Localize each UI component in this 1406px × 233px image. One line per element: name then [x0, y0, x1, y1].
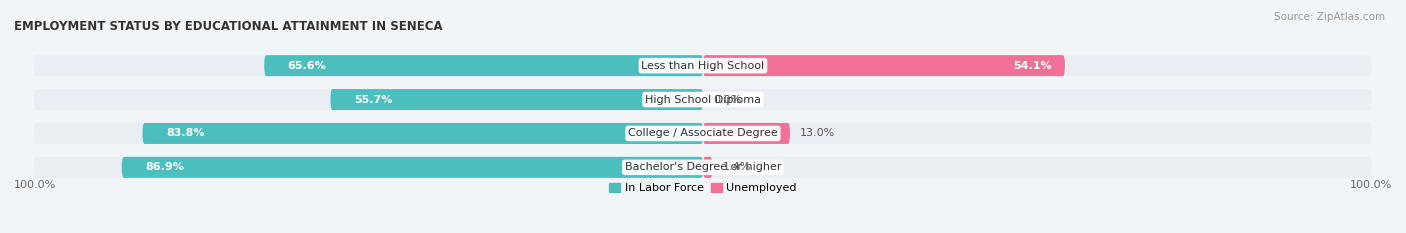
- Text: 55.7%: 55.7%: [354, 95, 392, 105]
- Text: 1.4%: 1.4%: [723, 162, 751, 172]
- Text: 100.0%: 100.0%: [14, 180, 56, 190]
- FancyBboxPatch shape: [703, 157, 713, 178]
- Text: 65.6%: 65.6%: [288, 61, 326, 71]
- Text: Less than High School: Less than High School: [641, 61, 765, 71]
- Text: 13.0%: 13.0%: [800, 128, 835, 138]
- FancyBboxPatch shape: [142, 123, 703, 144]
- Text: Source: ZipAtlas.com: Source: ZipAtlas.com: [1274, 12, 1385, 22]
- FancyBboxPatch shape: [34, 55, 1372, 76]
- FancyBboxPatch shape: [703, 123, 790, 144]
- FancyBboxPatch shape: [264, 55, 703, 76]
- FancyBboxPatch shape: [122, 157, 703, 178]
- Text: 54.1%: 54.1%: [1012, 61, 1052, 71]
- Text: High School Diploma: High School Diploma: [645, 95, 761, 105]
- Legend: In Labor Force, Unemployed: In Labor Force, Unemployed: [605, 178, 801, 197]
- FancyBboxPatch shape: [330, 89, 703, 110]
- FancyBboxPatch shape: [34, 89, 1372, 110]
- Text: 86.9%: 86.9%: [145, 162, 184, 172]
- Text: Bachelor's Degree or higher: Bachelor's Degree or higher: [624, 162, 782, 172]
- Text: College / Associate Degree: College / Associate Degree: [628, 128, 778, 138]
- Text: 83.8%: 83.8%: [166, 128, 204, 138]
- FancyBboxPatch shape: [34, 123, 1372, 144]
- Text: EMPLOYMENT STATUS BY EDUCATIONAL ATTAINMENT IN SENECA: EMPLOYMENT STATUS BY EDUCATIONAL ATTAINM…: [14, 21, 443, 34]
- FancyBboxPatch shape: [34, 157, 1372, 178]
- Text: 0.0%: 0.0%: [713, 95, 741, 105]
- FancyBboxPatch shape: [703, 55, 1064, 76]
- Text: 100.0%: 100.0%: [1350, 180, 1392, 190]
